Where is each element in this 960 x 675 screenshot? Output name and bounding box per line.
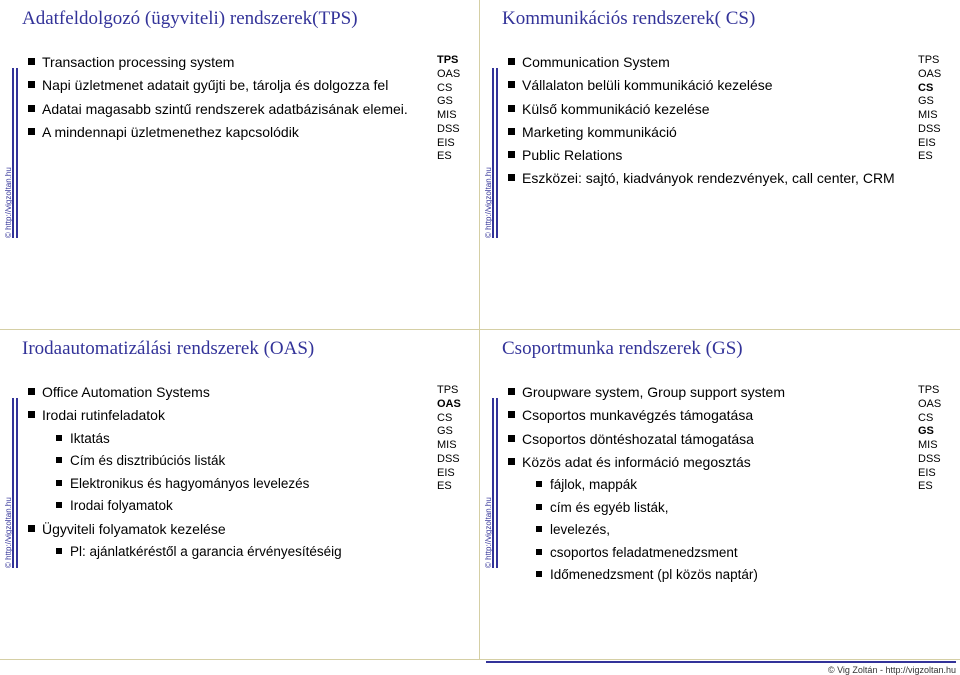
system-type-label: TPS <box>437 384 471 398</box>
system-type-list: TPSOASCSGSMISDSSEISES <box>918 52 952 164</box>
sub-bullet-item: cím és egyéb listák, <box>522 498 908 518</box>
slide: Adatfeldolgozó (ügyviteli) rendszerek(TP… <box>0 0 480 330</box>
sub-bullet-item: Időmenedzsment (pl közös naptár) <box>522 565 908 585</box>
bullet-item: Csoportos döntéshozatal támogatása <box>506 429 908 449</box>
system-type-label: TPS <box>437 54 471 68</box>
bullet-item: Public Relations <box>506 145 908 165</box>
side-credit-bar: © http://vigzoltan.hu <box>486 398 500 568</box>
system-type-label: GS <box>437 95 471 109</box>
system-type-label: ES <box>437 150 471 164</box>
system-type-label: OAS <box>918 68 952 82</box>
sub-bullet-item: csoportos feladatmenedzsment <box>522 543 908 563</box>
sub-bullet-item: levelezés, <box>522 520 908 540</box>
side-credit-text: © http://vigzoltan.hu <box>4 167 13 238</box>
slide-content: Office Automation Systems Irodai rutinfel… <box>26 382 471 565</box>
slide-content: Communication System Vállalaton belüli ko… <box>506 52 952 192</box>
side-credit-bar: © http://vigzoltan.hu <box>6 68 20 238</box>
bullet-item: Communication System <box>506 52 908 72</box>
system-type-list: TPSOASCSGSMISDSSEISES <box>918 382 952 494</box>
system-type-list: TPSOASCSGSMISDSSEISES <box>437 52 471 164</box>
side-credit-text: © http://vigzoltan.hu <box>484 497 493 568</box>
bullet-item: Irodai rutinfeladatokIktatásCím és diszt… <box>26 405 427 516</box>
bullet-item: Adatai magasabb szintű rendszerek adatbá… <box>26 99 427 119</box>
system-type-label: DSS <box>918 123 952 137</box>
system-type-label: GS <box>437 425 471 439</box>
sub-bullet-item: fájlok, mappák <box>522 475 908 495</box>
bullet-list: Transaction processing system Napi üzletm… <box>26 52 427 145</box>
system-type-label: DSS <box>437 453 471 467</box>
slide-title: Kommunikációs rendszerek( CS) <box>502 8 952 30</box>
bullet-item: Vállalaton belüli kommunikáció kezelése <box>506 75 908 95</box>
system-type-label: CS <box>437 82 471 96</box>
side-credit-text: © http://vigzoltan.hu <box>484 167 493 238</box>
bullet-item: Marketing kommunikáció <box>506 122 908 142</box>
slide-title: Adatfeldolgozó (ügyviteli) rendszerek(TP… <box>22 8 471 30</box>
bullet-item: Napi üzletmenet adatait gyűjti be, tárol… <box>26 75 427 95</box>
system-type-label: GS <box>918 95 952 109</box>
system-type-label: ES <box>437 480 471 494</box>
slide-content: Groupware system, Group support system Cs… <box>506 382 952 588</box>
bullet-list: Groupware system, Group support system Cs… <box>506 382 908 588</box>
sub-bullet-item: Pl: ajánlatkéréstől a garancia érvényesí… <box>42 542 427 562</box>
slide-title: Irodaautomatizálási rendszerek (OAS) <box>22 338 471 360</box>
system-type-label: DSS <box>918 453 952 467</box>
system-type-label: DSS <box>437 123 471 137</box>
system-type-label: TPS <box>918 384 952 398</box>
bullet-list: Office Automation Systems Irodai rutinfel… <box>26 382 427 565</box>
system-type-label: EIS <box>918 467 952 481</box>
bullet-item: Transaction processing system <box>26 52 427 72</box>
system-type-label: MIS <box>918 109 952 123</box>
system-type-list: TPSOASCSGSMISDSSEISES <box>437 382 471 494</box>
system-type-label: MIS <box>437 109 471 123</box>
system-type-label: ES <box>918 150 952 164</box>
system-type-label: EIS <box>918 137 952 151</box>
slide-title: Csoportmunka rendszerek (GS) <box>502 338 952 360</box>
system-type-label: CS <box>918 412 952 426</box>
bullet-item: Csoportos munkavégzés támogatása <box>506 405 908 425</box>
bullet-item: Ügyviteli folyamatok kezelésePl: ajánlat… <box>26 519 427 562</box>
sub-bullet-item: Elektronikus és hagyományos levelezés <box>42 474 427 494</box>
system-type-label: OAS <box>437 398 471 412</box>
bullet-item: Közös adat és információ megosztásfájlok… <box>506 452 908 585</box>
system-type-label: GS <box>918 425 952 439</box>
system-type-label: OAS <box>918 398 952 412</box>
side-credit-text: © http://vigzoltan.hu <box>4 497 13 568</box>
bullet-item: Groupware system, Group support system <box>506 382 908 402</box>
sub-bullet-item: Iktatás <box>42 429 427 449</box>
system-type-label: MIS <box>918 439 952 453</box>
bullet-item: Eszközei: sajtó, kiadványok rendezvények… <box>506 168 908 188</box>
slide: Csoportmunka rendszerek (GS) © http://vig… <box>480 330 960 660</box>
side-credit-bar: © http://vigzoltan.hu <box>6 398 20 568</box>
slide-content: Transaction processing system Napi üzletm… <box>26 52 471 164</box>
footer-credit: © Vig Zoltán - http://vigzoltan.hu <box>486 661 956 675</box>
system-type-label: ES <box>918 480 952 494</box>
system-type-label: CS <box>918 82 952 96</box>
system-type-label: TPS <box>918 54 952 68</box>
system-type-label: CS <box>437 412 471 426</box>
side-credit-bar: © http://vigzoltan.hu <box>486 68 500 238</box>
bullet-item: Külső kommunikáció kezelése <box>506 99 908 119</box>
slide: Irodaautomatizálási rendszerek (OAS) © ht… <box>0 330 480 660</box>
sub-bullet-item: Cím és disztribúciós listák <box>42 451 427 471</box>
bullet-item: A mindennapi üzletmenethez kapcsolódik <box>26 122 427 142</box>
slide: Kommunikációs rendszerek( CS) © http://vi… <box>480 0 960 330</box>
system-type-label: OAS <box>437 68 471 82</box>
system-type-label: MIS <box>437 439 471 453</box>
sub-bullet-item: Irodai folyamatok <box>42 496 427 516</box>
bullet-item: Office Automation Systems <box>26 382 427 402</box>
system-type-label: EIS <box>437 137 471 151</box>
slide-grid: Adatfeldolgozó (ügyviteli) rendszerek(TP… <box>0 0 960 660</box>
system-type-label: EIS <box>437 467 471 481</box>
bullet-list: Communication System Vállalaton belüli ko… <box>506 52 908 192</box>
